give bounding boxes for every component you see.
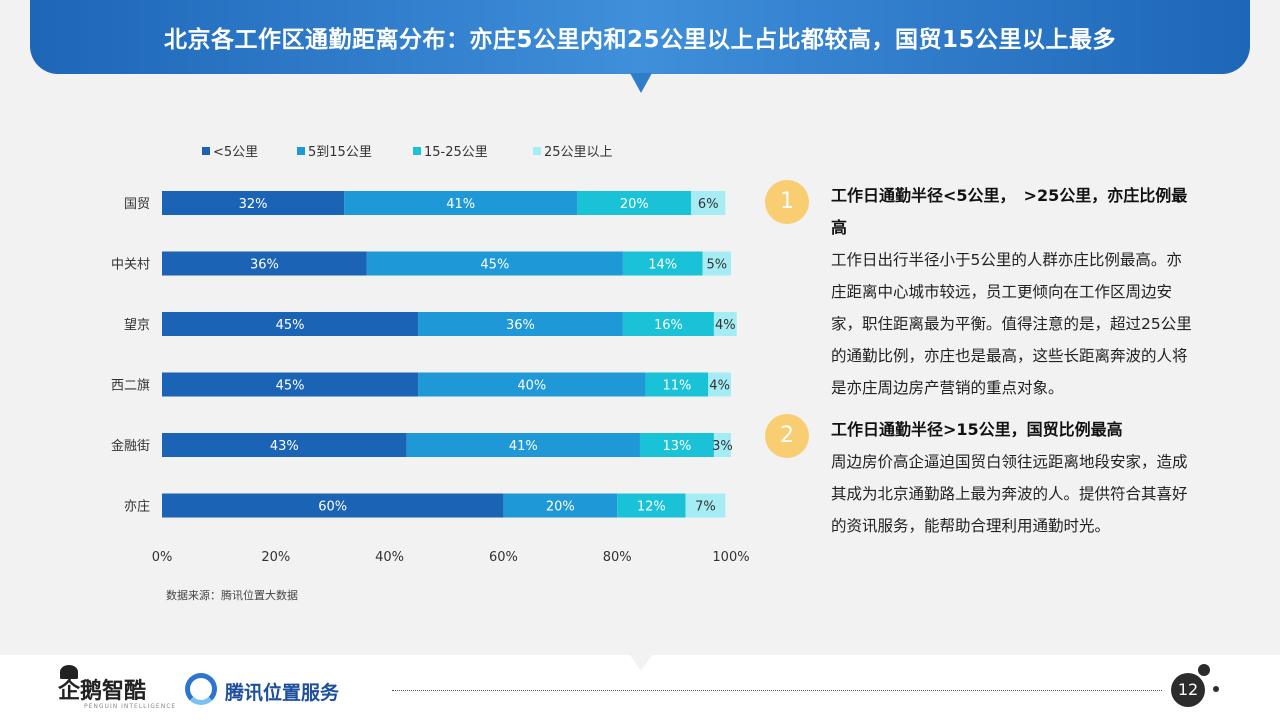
data-label: 41% — [446, 197, 475, 212]
bar-segment — [162, 433, 407, 457]
x-tick-label: 0% — [152, 550, 173, 565]
title-pointer — [630, 73, 652, 93]
bar-segment — [162, 312, 419, 336]
bar-segment — [645, 372, 709, 397]
bar-segment — [622, 251, 703, 276]
category-label: 金融街 — [111, 438, 150, 454]
category-label: 亦庄 — [124, 499, 150, 515]
data-label: 13% — [662, 439, 691, 454]
bar-segment — [406, 433, 640, 457]
bar-segment — [622, 312, 714, 336]
data-label: 11% — [662, 379, 691, 394]
data-label: 45% — [276, 318, 305, 333]
data-label: 7% — [695, 500, 716, 515]
data-label: 41% — [509, 439, 538, 454]
bar-segment — [702, 251, 731, 276]
data-label: 43% — [270, 439, 299, 454]
data-label: 36% — [250, 258, 279, 273]
data-label: 5% — [706, 258, 727, 273]
legend-label: 15-25公里 — [424, 145, 488, 160]
footer-divider — [392, 690, 1162, 691]
tencent-location-icon — [185, 673, 217, 705]
data-label: 3% — [712, 439, 733, 454]
x-tick-label: 100% — [712, 550, 749, 565]
penguin-icon — [60, 665, 78, 679]
data-label: 32% — [239, 197, 268, 212]
decor-dot-small — [1213, 686, 1219, 692]
data-label: 16% — [654, 318, 683, 333]
bar-segment — [503, 493, 618, 518]
category-label: 西二旗 — [111, 378, 150, 394]
bar-segment — [577, 191, 692, 215]
x-tick-label: 60% — [489, 550, 518, 565]
bar-segment — [639, 433, 714, 457]
key-point-body-1: 工作日出行半径小于5公里的人群亦庄比例最高。亦庄距离中心城市较远，员工更倾向在工… — [831, 251, 1192, 397]
bar-segment — [162, 191, 345, 215]
key-points: 1 工作日通勤半径<5公里， >25公里，亦庄比例最高 工作日出行半径小于5公里… — [765, 180, 1195, 542]
legend-label: 25公里以上 — [544, 145, 613, 160]
bar-segment — [162, 372, 419, 397]
footer-pointer — [630, 655, 652, 671]
legend-swatch — [533, 147, 541, 155]
legend-swatch — [202, 147, 210, 155]
legend-swatch — [297, 147, 305, 155]
key-point-heading-2: 工作日通勤半径>15公里，国贸比例最高 — [831, 420, 1123, 439]
key-point-2: 2 工作日通勤半径>15公里，国贸比例最高 周边房价高企逼迫国贸白领往远距离地段… — [765, 414, 1195, 542]
page-title: 北京各工作区通勤距离分布：亦庄5公里内和25公里以上占比都较高，国贸15公里以上… — [163, 27, 1117, 53]
data-label: 20% — [620, 197, 649, 212]
category-label: 国贸 — [124, 197, 150, 212]
bar-segment — [617, 493, 686, 518]
data-label: 14% — [648, 258, 677, 273]
bar-segment — [162, 493, 504, 518]
bar-segment — [713, 312, 737, 336]
bar-segment — [344, 191, 578, 215]
page-number: 12 — [1171, 673, 1205, 707]
category-label: 望京 — [124, 317, 150, 333]
bar-segment — [685, 493, 726, 518]
bar-segment — [366, 251, 623, 276]
bar-segment — [691, 191, 726, 215]
x-tick-label: 40% — [375, 550, 404, 565]
key-point-1: 1 工作日通勤半径<5公里， >25公里，亦庄比例最高 工作日出行半径小于5公里… — [765, 180, 1195, 404]
data-label: 4% — [715, 318, 736, 333]
data-label: 60% — [318, 500, 347, 515]
decor-dot-large — [1198, 664, 1210, 676]
data-label: 20% — [546, 500, 575, 515]
logo-tencent-location: 腾讯位置服务 — [225, 682, 340, 704]
data-label: 40% — [517, 379, 546, 394]
logo-penguin-intelligence: 企鹅智酷 — [58, 679, 147, 704]
title-banner: 北京各工作区通勤距离分布：亦庄5公里内和25公里以上占比都较高，国贸15公里以上… — [30, 0, 1250, 74]
data-label: 45% — [480, 258, 509, 273]
number-badge-1: 1 — [765, 180, 809, 224]
legend-label: 5到15公里 — [308, 145, 372, 160]
bar-segment — [713, 433, 731, 457]
data-label: 12% — [637, 500, 666, 515]
data-label: 45% — [276, 379, 305, 394]
x-tick-label: 80% — [603, 550, 632, 565]
legend-label: <5公里 — [213, 145, 258, 160]
data-label: 6% — [698, 197, 719, 212]
data-label: 4% — [709, 379, 730, 394]
logo-penguin-intelligence-sub: PENGUIN INTELLIGENCE — [84, 703, 177, 710]
x-tick-label: 20% — [261, 550, 290, 565]
key-point-body-2: 周边房价高企逼迫国贸白领往远距离地段安家，造成其成为北京通勤路上最为奔波的人。提… — [831, 453, 1188, 535]
number-badge-2: 2 — [765, 414, 809, 458]
source-note: 数据来源：腾讯位置大数据 — [166, 589, 298, 602]
key-point-heading-1: 工作日通勤半径<5公里， >25公里，亦庄比例最高 — [831, 186, 1188, 237]
data-label: 36% — [506, 318, 535, 333]
bar-segment — [418, 312, 623, 336]
bar-segment — [162, 251, 367, 276]
category-label: 中关村 — [111, 258, 150, 273]
legend-swatch — [413, 147, 421, 155]
bar-segment — [418, 372, 646, 397]
bar-segment — [708, 372, 731, 397]
